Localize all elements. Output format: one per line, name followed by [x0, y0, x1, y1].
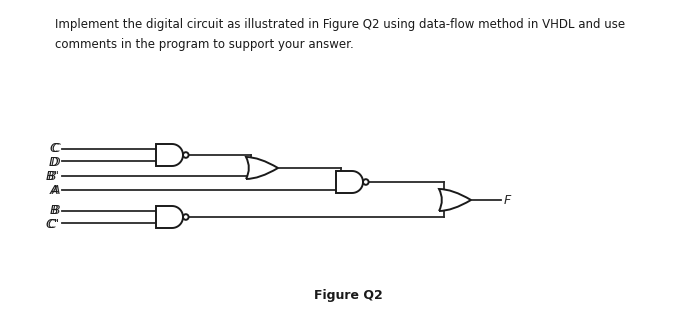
- PathPatch shape: [336, 171, 363, 193]
- Circle shape: [183, 214, 189, 220]
- Text: Figure Q2: Figure Q2: [314, 288, 383, 301]
- Text: comments in the program to support your answer.: comments in the program to support your …: [55, 38, 354, 51]
- Text: A: A: [52, 183, 60, 196]
- Circle shape: [363, 179, 369, 185]
- Text: C': C': [48, 217, 60, 231]
- Text: A: A: [49, 183, 58, 196]
- Text: B': B': [46, 170, 58, 182]
- Text: D: D: [48, 155, 58, 169]
- PathPatch shape: [156, 206, 183, 228]
- Text: C': C': [46, 217, 58, 231]
- PathPatch shape: [246, 157, 278, 179]
- Text: C: C: [49, 141, 58, 154]
- Text: B': B': [48, 170, 60, 182]
- PathPatch shape: [156, 144, 183, 166]
- Text: B: B: [49, 203, 58, 216]
- Text: D: D: [50, 155, 60, 169]
- Text: B: B: [52, 203, 60, 216]
- Text: F: F: [504, 193, 512, 206]
- PathPatch shape: [439, 189, 471, 211]
- Text: C: C: [52, 141, 60, 154]
- Text: Implement the digital circuit as illustrated in Figure Q2 using data-flow method: Implement the digital circuit as illustr…: [55, 18, 625, 31]
- Circle shape: [183, 152, 189, 158]
